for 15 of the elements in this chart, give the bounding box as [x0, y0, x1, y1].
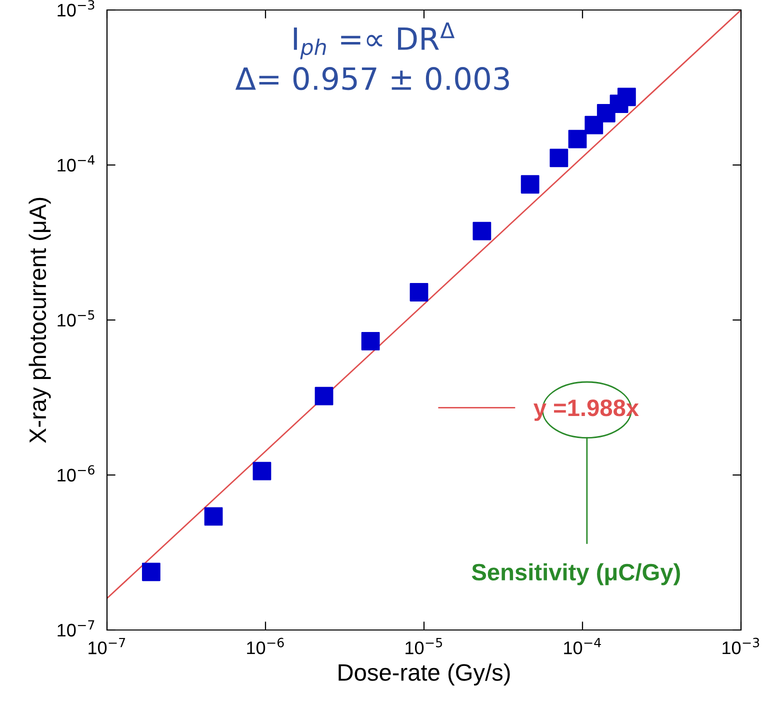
y-tick-label: 10$^{−4}$	[58, 155, 95, 172]
annotation: Sensitivity (μC/Gy)	[472, 563, 680, 586]
annotation: Δ= 0.957 ± 0.003	[235, 67, 509, 90]
y-axis-title: X-ray photocurrent (μA)	[28, 198, 51, 444]
x-tick-label: 10$^{−6}$	[247, 638, 284, 654]
y-tick-label: 10$^{−3}$	[58, 0, 94, 17]
x-tick-label: 10$^{−5}$	[406, 638, 442, 654]
x-tick-label: 10$^{−3}$	[722, 638, 760, 654]
x-tick-label: 10$^{−7}$	[88, 638, 126, 654]
y-tick-label: 10$^{−6}$	[58, 465, 94, 482]
x-axis-title: Dose-rate (Gy/s)	[338, 664, 510, 686]
y-tick-label: 10$^{−5}$	[58, 310, 94, 327]
annotation: I$_{ph}$ =∝ DR$^{Δ}$	[294, 22, 455, 60]
x-tick-label: 10$^{−4}$	[564, 638, 601, 654]
y-tick-label: 10$^{−7}$	[58, 620, 94, 637]
